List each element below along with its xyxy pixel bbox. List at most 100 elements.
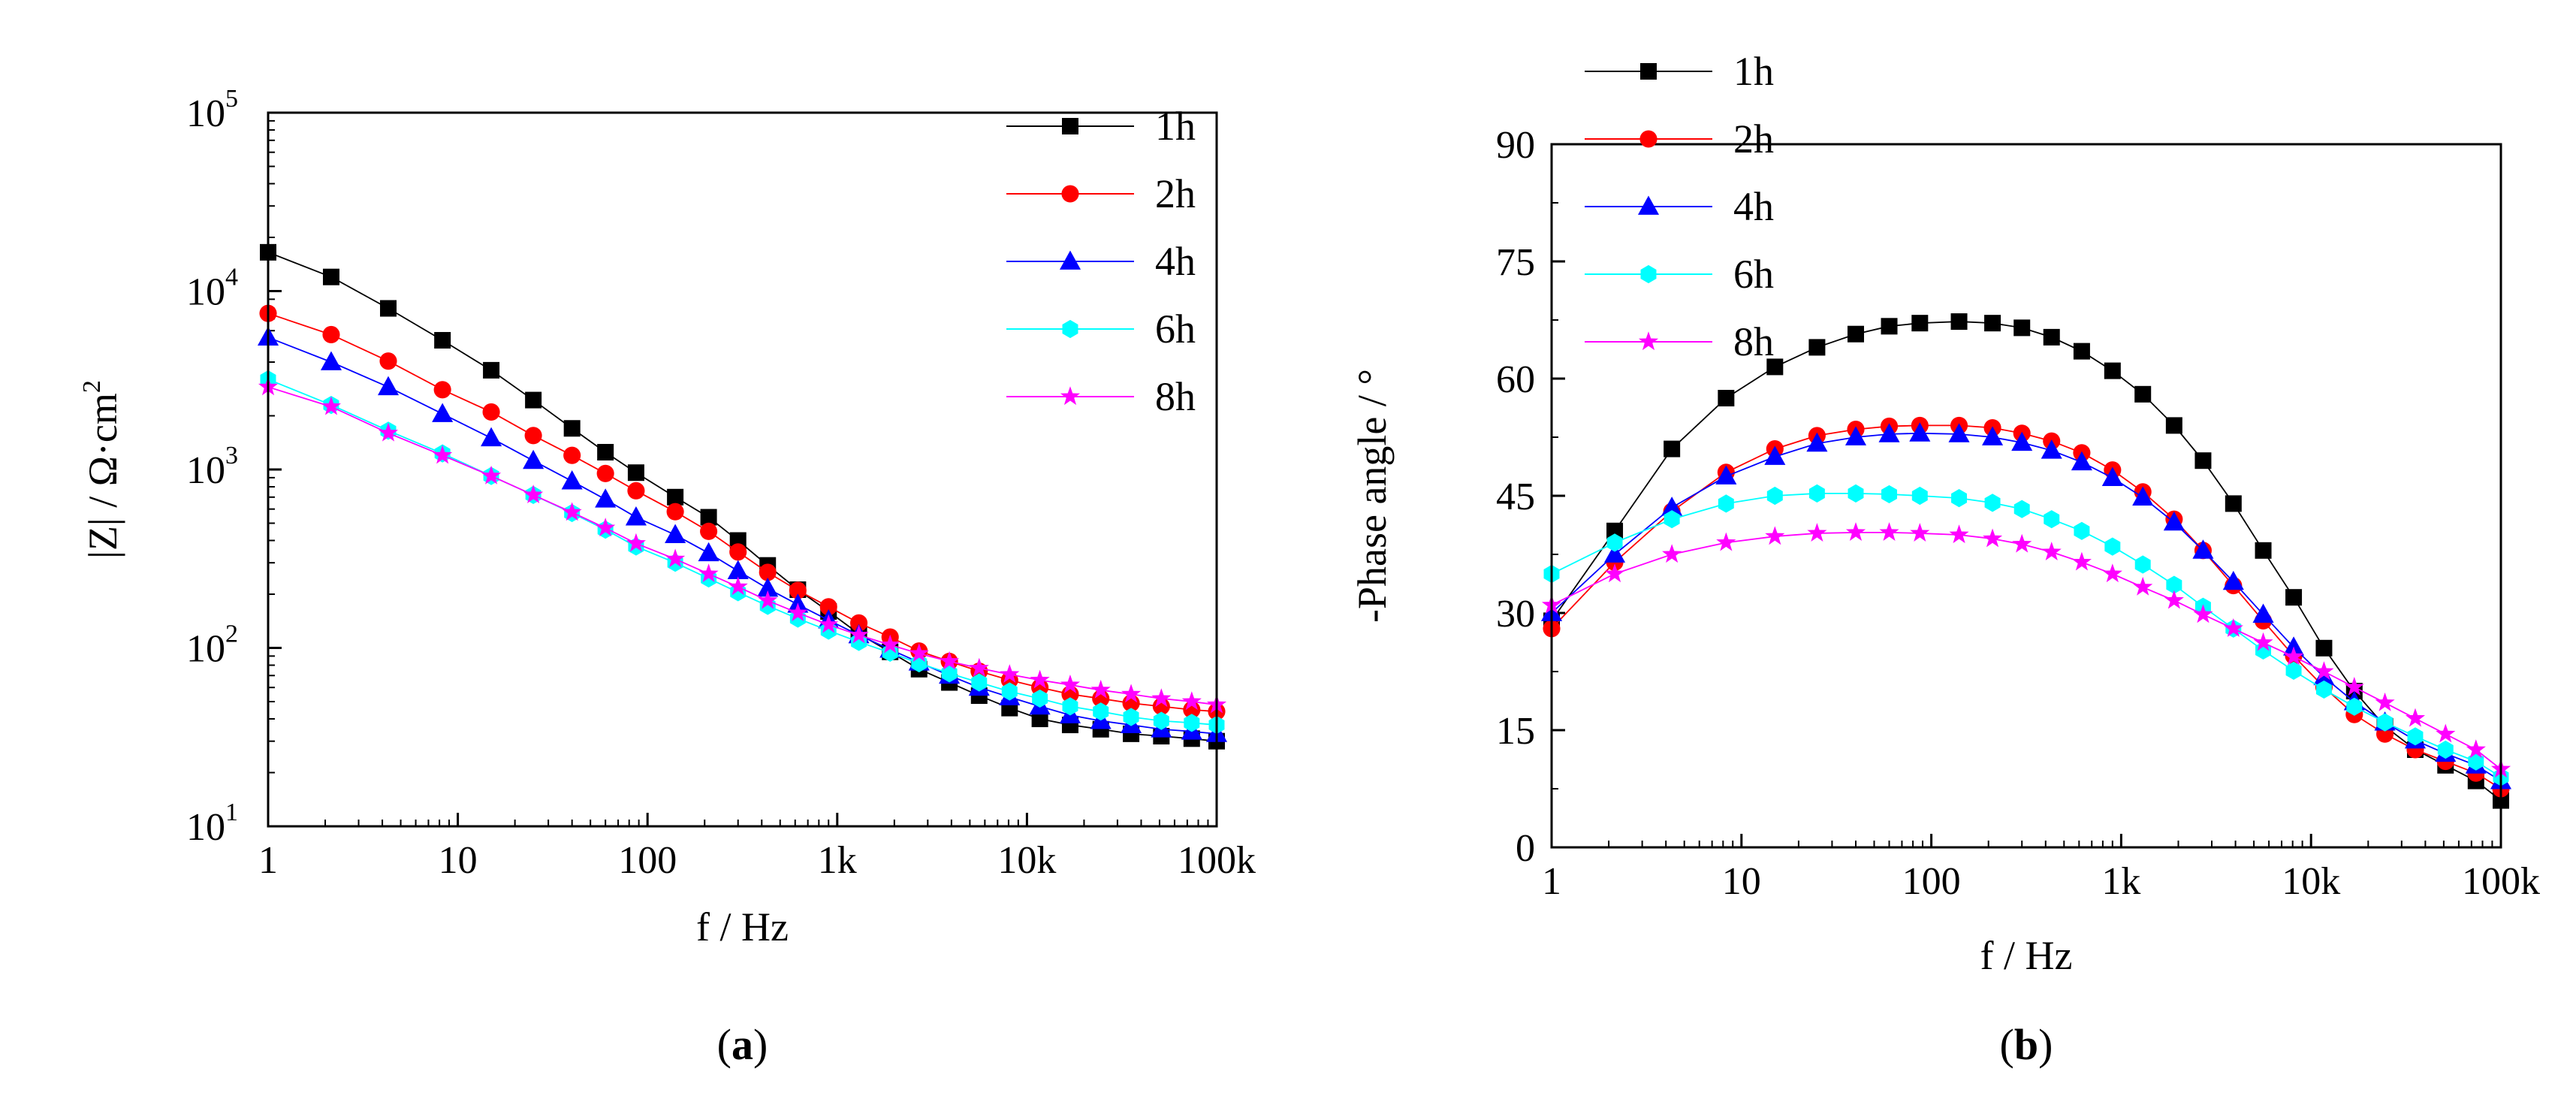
data-point bbox=[2013, 500, 2030, 518]
data-point bbox=[2104, 362, 2121, 379]
data-point bbox=[1662, 544, 1682, 563]
data-point bbox=[1764, 445, 1786, 465]
data-point bbox=[757, 578, 779, 597]
data-point bbox=[2405, 708, 2426, 727]
x-tick-label: 10k bbox=[997, 839, 1056, 882]
data-point bbox=[1878, 423, 1900, 442]
data-point bbox=[2011, 431, 2033, 451]
y-tick-label: 102 bbox=[186, 620, 238, 671]
legend-marker bbox=[1637, 195, 1660, 215]
data-point bbox=[1911, 315, 1929, 332]
data-point bbox=[2104, 537, 2121, 556]
data-point bbox=[2407, 727, 2424, 746]
data-point bbox=[665, 524, 686, 543]
data-point bbox=[2134, 385, 2152, 403]
data-point bbox=[1948, 423, 1970, 442]
legend-item-8h: 8h bbox=[1585, 319, 1774, 364]
data-point bbox=[595, 488, 617, 508]
series-1h bbox=[1543, 313, 2509, 809]
data-point bbox=[563, 420, 581, 437]
data-point bbox=[1121, 684, 1142, 703]
series-line-1h bbox=[267, 252, 1217, 742]
series-layer bbox=[1540, 313, 2512, 809]
legend-item-1h: 1h bbox=[1585, 49, 1774, 94]
data-point bbox=[563, 446, 581, 464]
data-point bbox=[1848, 325, 1865, 343]
y-tick-label: 75 bbox=[1496, 241, 1535, 284]
legend-marker bbox=[1059, 250, 1081, 270]
data-point bbox=[482, 403, 500, 421]
data-point bbox=[2013, 319, 2031, 337]
legend-marker bbox=[1062, 118, 1078, 134]
data-point bbox=[2315, 639, 2333, 657]
x-tick-label: 100 bbox=[618, 839, 677, 882]
data-point bbox=[2165, 417, 2182, 434]
data-point bbox=[2225, 495, 2242, 512]
data-point bbox=[2166, 575, 2182, 594]
data-point bbox=[1765, 526, 1785, 545]
data-point bbox=[1807, 523, 1827, 542]
data-point bbox=[1716, 532, 1736, 551]
data-point bbox=[2102, 563, 2122, 583]
legend-label: 6h bbox=[1733, 252, 1774, 297]
data-point bbox=[1984, 494, 2001, 512]
data-point bbox=[2041, 542, 2062, 561]
data-point bbox=[2193, 604, 2213, 623]
data-point bbox=[380, 300, 397, 317]
data-point bbox=[377, 376, 400, 396]
x-tick-label: 100k bbox=[2462, 860, 2540, 903]
data-point bbox=[627, 482, 645, 500]
legend-label: 4h bbox=[1155, 239, 1196, 284]
panel-label-b: (b) bbox=[2000, 1020, 2053, 1069]
data-point bbox=[2468, 752, 2484, 771]
legend-item-2h: 2h bbox=[1006, 171, 1196, 216]
plot-frame bbox=[267, 111, 1218, 828]
legend-marker bbox=[1638, 331, 1659, 351]
data-point bbox=[2134, 555, 2151, 574]
data-point bbox=[2071, 551, 2092, 571]
legend-label: 4h bbox=[1733, 184, 1774, 229]
data-point bbox=[665, 548, 686, 568]
data-point bbox=[1808, 484, 1825, 503]
data-point bbox=[2315, 680, 2332, 699]
data-point bbox=[1881, 318, 1898, 335]
legend-item-2h: 2h bbox=[1585, 116, 1774, 162]
data-point bbox=[2132, 486, 2154, 506]
y-axis-ticks: 0 15 30 45 60 75 90 bbox=[1496, 124, 1565, 870]
panel-label-a: (a) bbox=[717, 1020, 768, 1069]
data-point bbox=[1982, 528, 2003, 548]
chart-panel-a: 101 102 103 104 105 1 10 100 1k 10k 100k 1h 2h 4h 6h… bbox=[78, 85, 1256, 1069]
data-point bbox=[2163, 511, 2185, 531]
data-point bbox=[1123, 708, 1139, 726]
data-point bbox=[940, 651, 960, 670]
data-point bbox=[2223, 618, 2243, 637]
legend-item-4h: 4h bbox=[1006, 239, 1196, 284]
data-point bbox=[1806, 432, 1828, 452]
data-point bbox=[698, 542, 719, 562]
data-point bbox=[1715, 465, 1737, 485]
data-point bbox=[1910, 523, 1930, 542]
legend: 1h 2h 4h 6h 8h bbox=[1006, 104, 1196, 419]
legend-label: 1h bbox=[1155, 104, 1196, 149]
x-tick-label: 10 bbox=[439, 839, 478, 882]
data-point bbox=[880, 634, 900, 654]
data-point bbox=[524, 427, 542, 445]
data-point bbox=[2192, 539, 2214, 559]
series-6h bbox=[1543, 484, 2509, 786]
data-point bbox=[1718, 390, 1735, 406]
series-line-2h bbox=[1551, 424, 2502, 789]
series-8h bbox=[258, 376, 1227, 714]
x-tick-label: 100 bbox=[1902, 860, 1961, 903]
data-point bbox=[1000, 664, 1020, 683]
data-point bbox=[2375, 692, 2395, 711]
y-tick-label: 45 bbox=[1496, 476, 1535, 518]
data-point bbox=[434, 331, 451, 349]
data-point bbox=[700, 509, 717, 526]
data-point bbox=[698, 563, 719, 583]
series-2h bbox=[1543, 416, 2510, 798]
data-point bbox=[2283, 646, 2304, 666]
data-point bbox=[320, 351, 342, 370]
y-tick-label: 60 bbox=[1496, 358, 1535, 401]
data-point bbox=[1030, 669, 1050, 689]
